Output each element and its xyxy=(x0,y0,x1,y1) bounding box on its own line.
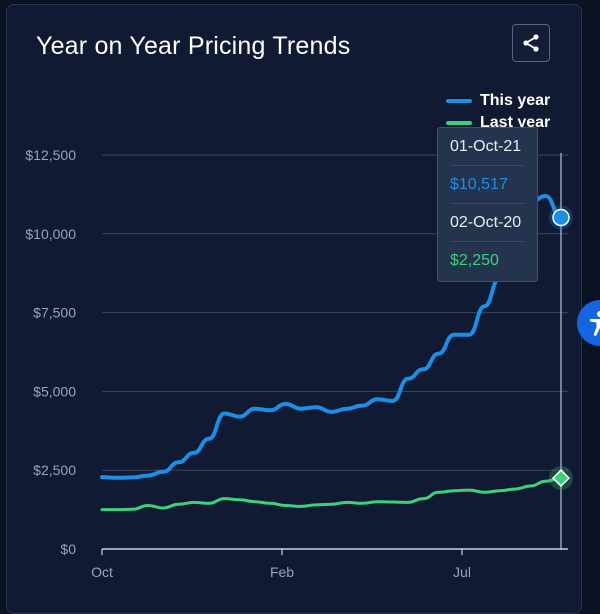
y-axis-ticks: $0 $2,500 $5,000 $7,500 $10,000 $12,500 xyxy=(25,147,76,557)
y-tick-label: $2,500 xyxy=(33,462,76,478)
tooltip-this-year-value: $10,517 xyxy=(450,166,525,204)
legend-swatch-last-year xyxy=(446,121,472,125)
tooltip-last-year-value: $2,250 xyxy=(450,252,499,269)
legend-item-last-year[interactable]: Last year xyxy=(446,112,550,134)
accessibility-button[interactable] xyxy=(577,300,600,346)
accessibility-icon xyxy=(590,311,600,336)
y-tick-label: $5,000 xyxy=(33,383,76,399)
legend: This year Last year xyxy=(446,90,550,134)
x-tick-label: Oct xyxy=(91,564,113,580)
legend-label-last-year: Last year xyxy=(480,114,551,131)
legend-label-this-year: This year xyxy=(480,92,551,109)
legend-swatch-this-year xyxy=(446,99,472,103)
y-tick-label: $0 xyxy=(60,541,76,557)
legend-item-this-year[interactable]: This year xyxy=(446,90,550,112)
y-tick-label: $12,500 xyxy=(25,147,76,163)
tooltip-last-year-date: 02-Oct-20 xyxy=(450,204,525,242)
y-tick-label: $7,500 xyxy=(33,305,76,321)
chart-title: Year on Year Pricing Trends xyxy=(36,32,351,60)
x-tick-label: Jul xyxy=(453,564,471,580)
y-tick-label: $10,000 xyxy=(25,226,76,242)
last-year-end-marker[interactable] xyxy=(551,469,571,488)
chart-card xyxy=(6,4,582,614)
x-axis-ticks: Oct Feb Jul xyxy=(91,549,471,580)
share-button[interactable] xyxy=(512,24,550,62)
tooltip-this-year-date: 01-Oct-21 xyxy=(450,128,525,166)
x-tick-label: Feb xyxy=(270,564,294,580)
this-year-end-marker[interactable] xyxy=(552,208,570,227)
share-icon xyxy=(523,34,539,52)
series-line-last-year[interactable] xyxy=(100,476,563,512)
series-layer xyxy=(100,194,563,512)
series-line-this-year[interactable] xyxy=(100,194,563,480)
series-markers xyxy=(549,205,573,491)
chart-tooltip: 01-Oct-21 $10,517 02-Oct-20 $2,250 xyxy=(437,127,538,282)
